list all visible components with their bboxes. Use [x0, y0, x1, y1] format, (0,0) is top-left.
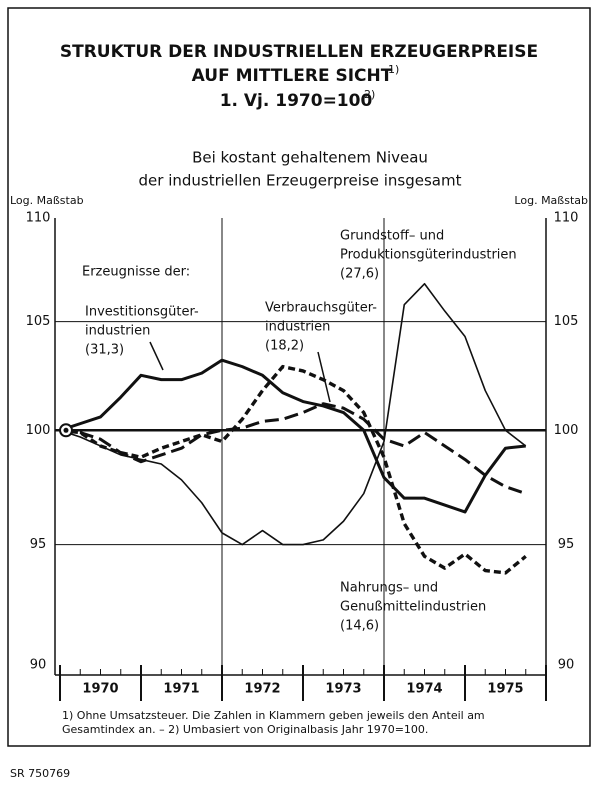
footnote-line: 1) Ohne Umsatzsteuer. Die Zahlen in Klam…: [62, 709, 485, 722]
y2-tick-label: 90: [558, 658, 575, 673]
x-tick-label: 1975: [487, 682, 523, 697]
y2-tick-label: 95: [558, 537, 575, 552]
source: SR 750769: [10, 767, 70, 780]
y-tick-label: 90: [30, 658, 47, 673]
series-share: (31,3): [85, 343, 124, 358]
x-tick-label: 1970: [82, 682, 118, 697]
x-tick-label: 1974: [406, 682, 442, 697]
subtitle-line: Bei kostant gehaltenem Niveau: [192, 149, 428, 167]
y2-tick-label: 100: [554, 423, 579, 438]
x-tick-label: 1973: [325, 682, 361, 697]
title-line: STRUKTUR DER INDUSTRIELLEN ERZEUGERPREIS…: [60, 42, 538, 62]
x-tick-label: 1971: [163, 682, 199, 697]
annotation: Erzeugnisse der:: [82, 265, 190, 280]
arrow: [317, 351, 331, 403]
arrow: [149, 341, 164, 371]
y-tick-label: 100: [26, 423, 51, 438]
x-tick-label: 1972: [244, 682, 280, 697]
series-share: (18,2): [265, 339, 304, 354]
series-line: [59, 364, 527, 575]
y-tick-label: 105: [26, 314, 51, 329]
series-label: Genußmittelindustrien: [340, 600, 486, 615]
series-label: industrien: [85, 324, 150, 339]
subtitle-line: der industriellen Erzeugerpreise insgesa…: [139, 172, 462, 190]
series-share: (14,6): [340, 619, 379, 634]
start-marker-dot: [63, 427, 69, 433]
y2-tick-label: 105: [554, 314, 579, 329]
series-line: [59, 402, 527, 495]
y2-axis-label: Log. Maßstab: [514, 194, 588, 207]
series-share: (27,6): [340, 267, 379, 282]
y-tick-label: 110: [26, 211, 51, 226]
frame: [7, 7, 591, 747]
series-label: Produktionsgüterindustrien: [340, 248, 517, 263]
series-label: Grundstoff– und: [340, 229, 444, 244]
title-line: 1. Vj. 1970=100: [220, 91, 373, 111]
series-label: Nahrungs– und: [340, 581, 438, 596]
title-note: 2): [364, 88, 375, 101]
series-line: [59, 358, 526, 514]
y2-tick-label: 110: [554, 211, 579, 226]
series-label: Investitionsgüter-: [85, 305, 199, 320]
title-line: AUF MITTLERE SICHT: [192, 66, 393, 86]
y-tick-label: 95: [30, 537, 47, 552]
series-label: Verbrauchsgüter-: [265, 301, 377, 316]
footnote-line: Gesamtindex an. – 2) Umbasiert von Origi…: [62, 723, 428, 736]
y-axis-label: Log. Maßstab: [10, 194, 84, 207]
series-label: industrien: [265, 320, 330, 335]
title-note: 1): [388, 63, 399, 76]
